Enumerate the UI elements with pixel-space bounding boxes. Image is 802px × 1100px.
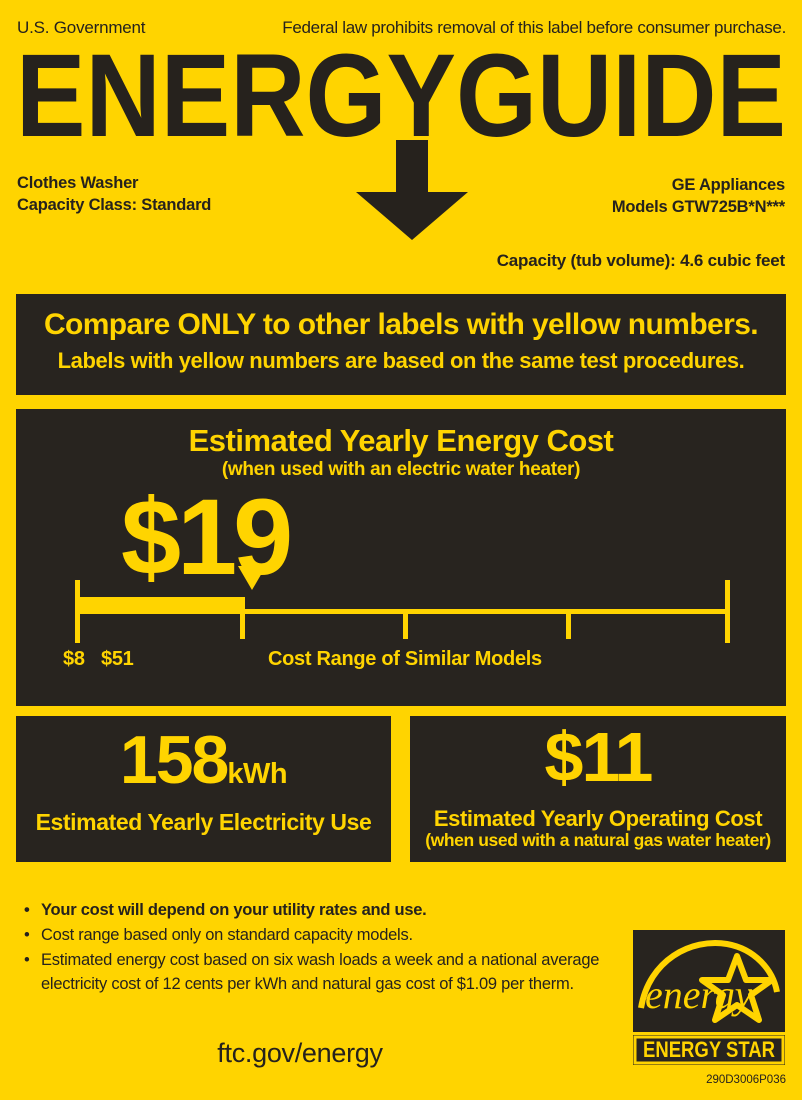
note-item: • Your cost will depend on your utility …: [24, 898, 616, 922]
compare-banner-line1: Compare ONLY to other labels with yellow…: [43, 308, 759, 341]
note-text: Your cost will depend on your utility ra…: [41, 901, 427, 919]
cost-panel-subtitle: (when used with an electric water heater…: [221, 459, 581, 480]
ftc-url: ftc.gov/energy: [217, 1038, 383, 1068]
federal-law-notice: Federal law prohibits removal of this la…: [282, 18, 786, 37]
product-capacity-class: Capacity Class: Standard: [17, 196, 212, 214]
electricity-caption: Estimated Yearly Electricity Use: [35, 809, 372, 835]
compare-banner-line2: Labels with yellow numbers are based on …: [57, 348, 745, 373]
scale-range-high-label: $51: [101, 648, 134, 670]
note-item: • Estimated energy cost based on six was…: [24, 948, 616, 996]
product-info-left: Clothes Washer Capacity Class: Standard: [17, 172, 211, 216]
electricity-value-row: 158kWh: [16, 726, 391, 794]
scale-range-low-label: $8: [63, 648, 85, 670]
energy-star-logo: energy ENERGY STAR: [633, 930, 785, 1070]
part-number: 290D3006P036: [706, 1074, 786, 1086]
notes-list: • Your cost will depend on your utility …: [24, 898, 616, 997]
electricity-value: 158: [119, 722, 229, 798]
down-arrow-icon: [352, 140, 472, 240]
operating-cost-value: $11: [544, 718, 654, 796]
product-type: Clothes Washer: [17, 174, 139, 192]
energy-script-word: energy: [645, 972, 753, 1017]
cost-range-scale: $8 $51 Cost Range of Similar Models: [16, 409, 786, 706]
scale-tick-1: [240, 609, 245, 639]
note-text: Estimated energy cost based on six wash …: [41, 951, 600, 993]
product-models: Models GTW725B*N***: [611, 198, 785, 216]
energyguide-wordmark: ENERGYGUIDE: [0, 44, 802, 152]
operating-cost-subcaption: (when used with a natural gas water heat…: [425, 830, 771, 850]
estimated-yearly-electricity-use-panel: 158kWh Estimated Yearly Electricity Use: [16, 716, 391, 862]
estimated-yearly-energy-cost-panel: Estimated Yearly Energy Cost (when used …: [16, 409, 786, 706]
bullet-icon: •: [24, 951, 30, 969]
scale-tick-2: [403, 609, 408, 639]
scale-tick-left-end: [75, 580, 80, 643]
scale-tick-3: [566, 609, 571, 639]
scale-tick-right-end: [725, 580, 730, 643]
bullet-icon: •: [24, 901, 30, 919]
product-info-right: GE Appliances Models GTW725B*N***: [612, 174, 785, 218]
energy-star-wordmark: ENERGY STAR: [643, 1037, 775, 1062]
bullet-icon: •: [24, 926, 30, 944]
energyguide-wordmark-text: ENERGYGUIDE: [16, 44, 786, 152]
product-brand: GE Appliances: [671, 176, 785, 194]
operating-cost-caption: Estimated Yearly Operating Cost: [433, 806, 763, 831]
estimated-yearly-operating-cost-panel: $11 Estimated Yearly Operating Cost (whe…: [410, 716, 786, 862]
compare-banner: Compare ONLY to other labels with yellow…: [16, 294, 786, 395]
cost-marker-triangle-icon: [238, 566, 266, 590]
cost-panel-title: Estimated Yearly Energy Cost: [188, 423, 614, 458]
us-government-text: U.S. Government: [17, 18, 146, 37]
note-item: • Cost range based only on standard capa…: [24, 923, 616, 947]
scale-filled-bar: [75, 597, 245, 614]
note-text: Cost range based only on standard capaci…: [41, 926, 413, 944]
scale-caption: Cost Range of Similar Models: [268, 648, 542, 670]
scale-axis-line: [75, 609, 730, 614]
electricity-unit: kWh: [227, 758, 288, 790]
label-top-row: U.S. Government Federal law prohibits re…: [0, 18, 802, 42]
product-capacity: Capacity (tub volume): 4.6 cubic feet: [496, 251, 785, 270]
